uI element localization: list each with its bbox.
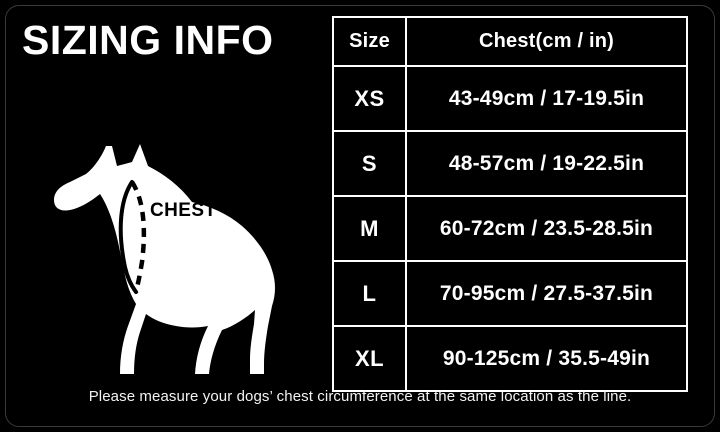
- page-title: SIZING INFO: [22, 17, 274, 63]
- chest-band-front-curve: [118, 180, 138, 294]
- table-row: XL 90-125cm / 35.5-49in: [332, 325, 688, 392]
- chest-label: CHEST: [150, 200, 216, 221]
- table-row: L 70-95cm / 27.5-37.5in: [332, 260, 688, 327]
- cell-chest: 48-57cm / 19-22.5in: [405, 130, 688, 197]
- cell-chest: 70-95cm / 27.5-37.5in: [405, 260, 688, 327]
- cell-size: L: [332, 260, 407, 327]
- column-header-size: Size: [332, 16, 407, 67]
- cell-size: S: [332, 130, 407, 197]
- cell-size: XS: [332, 65, 407, 132]
- measurement-instruction-caption: Please measure your dogs’ chest circumfe…: [88, 388, 632, 405]
- table-row: M 60-72cm / 23.5-28.5in: [332, 195, 688, 262]
- dog-silhouette-figure: CHEST: [14, 74, 314, 374]
- table-row: XS 43-49cm / 17-19.5in: [332, 65, 688, 132]
- column-header-chest: Chest(cm / in): [405, 16, 688, 67]
- table-row: S 48-57cm / 19-22.5in: [332, 130, 688, 197]
- table-header-row: Size Chest(cm / in): [332, 16, 688, 67]
- illustration-panel: SIZING INFO CHEST: [0, 0, 326, 432]
- dog-body-shape: [54, 144, 275, 374]
- cell-chest: 90-125cm / 35.5-49in: [405, 325, 688, 392]
- cell-size: M: [332, 195, 407, 262]
- chest-band: [118, 180, 147, 294]
- cell-chest: 43-49cm / 17-19.5in: [405, 65, 688, 132]
- cell-size: XL: [332, 325, 407, 392]
- chest-band-dashed-arc: [130, 180, 147, 293]
- cell-chest: 60-72cm / 23.5-28.5in: [405, 195, 688, 262]
- size-chart-table: Size Chest(cm / in) XS 43-49cm / 17-19.5…: [332, 16, 688, 392]
